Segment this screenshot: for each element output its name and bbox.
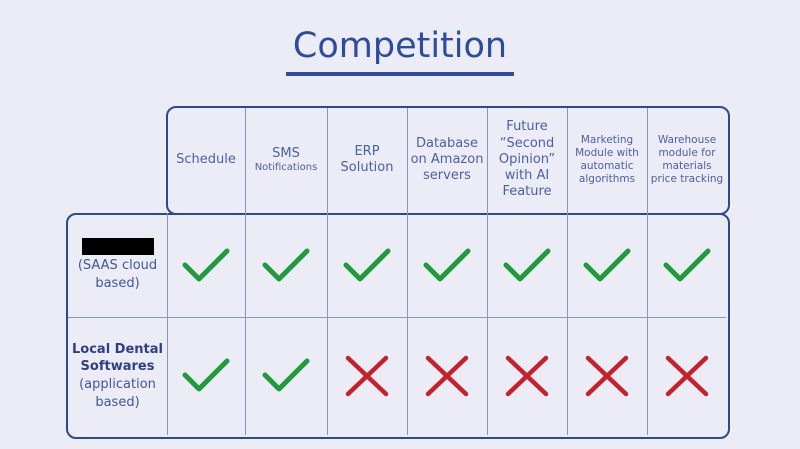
column-divider: [245, 108, 246, 435]
column-header-label: Database on Amazon servers: [410, 135, 484, 184]
checkmark-icon: [503, 248, 551, 281]
column-divider: [167, 213, 168, 435]
title-underline: [286, 72, 514, 76]
column-header-label: SMS: [272, 145, 300, 161]
column-header: Warehouse module for materials price tra…: [649, 108, 725, 212]
column-header-label: Marketing Module with automatic algorith…: [575, 133, 639, 186]
table-cell: [487, 214, 567, 317]
cross-icon: [425, 355, 469, 397]
column-header: Marketing Module with automatic algorith…: [569, 108, 645, 212]
column-divider: [487, 108, 488, 435]
column-header-label: ERP Solution: [340, 143, 394, 175]
row-label-saas: (SAAS cloud based): [68, 214, 167, 317]
redacted-product-name: [81, 238, 154, 256]
row-label-local: Local Dental Softwares (application base…: [68, 318, 167, 434]
page-title: Competition: [292, 26, 508, 66]
column-header: SMS Notifications: [247, 108, 325, 212]
checkmark-icon: [182, 358, 230, 392]
cross-icon: [505, 355, 549, 397]
table-cell: [487, 318, 567, 434]
table-cell: [647, 214, 727, 317]
table-cell: [567, 214, 647, 317]
column-header-label: Schedule: [176, 151, 236, 167]
body-box: [66, 213, 730, 439]
checkmark-icon: [262, 358, 310, 392]
column-header-label: Warehouse module for materials price tra…: [650, 133, 724, 186]
checkmark-icon: [663, 248, 711, 281]
column-header-sublabel: Notifications: [254, 161, 318, 173]
column-divider: [567, 108, 568, 435]
column-header: ERP Solution: [329, 108, 405, 212]
row-sublabel: (SAAS cloud based): [77, 258, 158, 291]
column-header: Database on Amazon servers: [409, 108, 485, 212]
table-cell: [167, 318, 245, 434]
column-header: Future “Second Opinion” with AI Feature: [489, 108, 565, 212]
column-divider: [407, 108, 408, 435]
cross-icon: [345, 355, 389, 397]
column-header-label: Future “Second Opinion” with AI Feature: [498, 119, 556, 200]
table-cell: [407, 214, 487, 317]
table-cell: [245, 318, 327, 434]
table-cell: [567, 318, 647, 434]
row-label: Local Dental Softwares: [72, 341, 163, 375]
column-header: Schedule: [169, 108, 243, 212]
checkmark-icon: [343, 248, 391, 281]
column-divider: [647, 108, 648, 435]
table-cell: [407, 318, 487, 434]
row-sublabel: (application based): [79, 377, 156, 410]
checkmark-icon: [182, 248, 230, 281]
table-cell: [167, 214, 245, 317]
cross-icon: [665, 355, 709, 397]
table-cell: [327, 318, 407, 434]
checkmark-icon: [423, 248, 471, 281]
column-divider: [327, 108, 328, 435]
table-cell: [245, 214, 327, 317]
row-divider: [68, 317, 726, 318]
table-cell: [327, 214, 407, 317]
checkmark-icon: [262, 248, 310, 281]
checkmark-icon: [583, 248, 631, 281]
cross-icon: [585, 355, 629, 397]
table-cell: [647, 318, 727, 434]
